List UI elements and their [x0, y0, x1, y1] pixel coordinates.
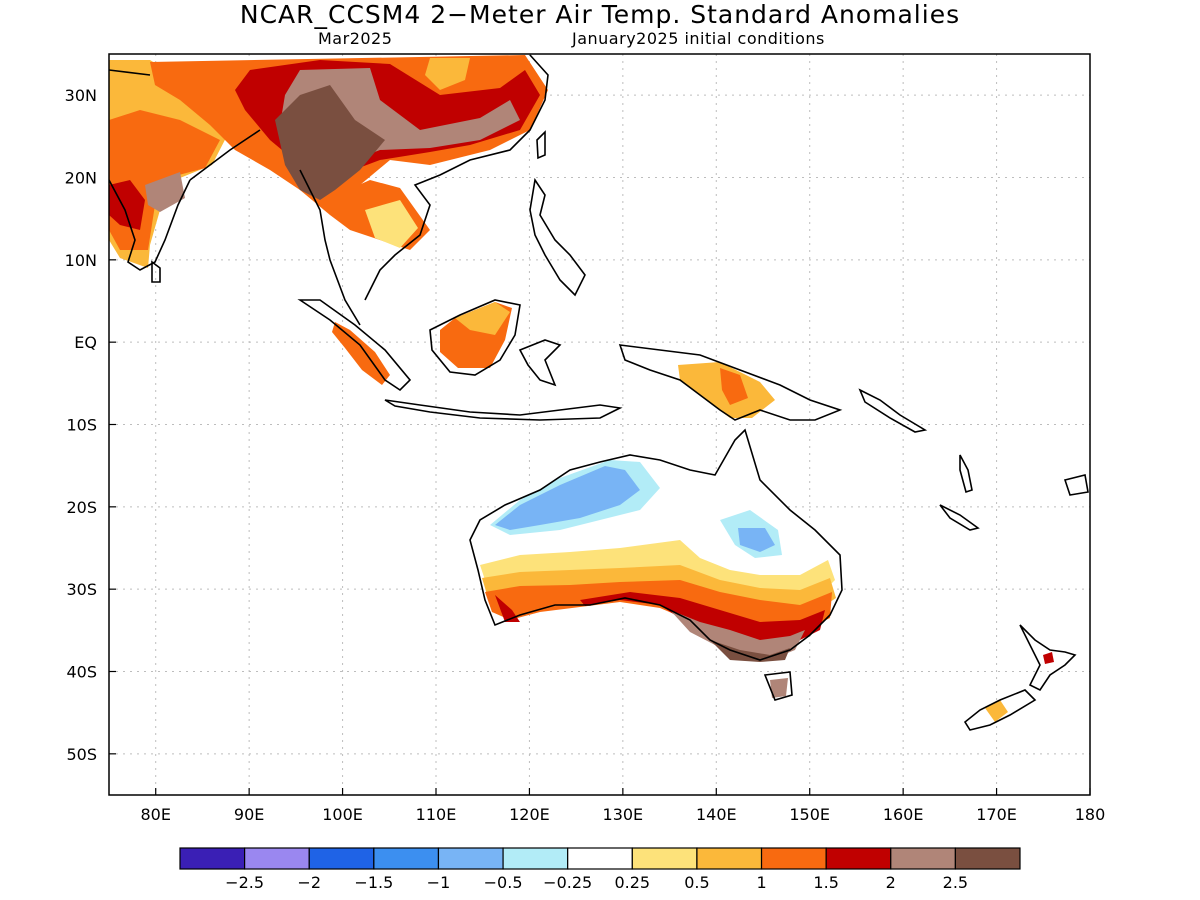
colorbar-swatch: [244, 847, 310, 870]
lat-tick-label: 20N: [65, 169, 97, 188]
colorbar-label: 1: [756, 873, 766, 892]
colorbar-swatch: [696, 847, 763, 870]
coastline-philippines: [529, 177, 586, 297]
colorbar-swatch: [825, 847, 892, 870]
lon-tick-label: 110E: [416, 805, 457, 824]
anomaly-region-australia-blue: [495, 466, 640, 530]
colorbar-swatch: [373, 847, 440, 870]
lon-tick-label: 90E: [234, 805, 264, 824]
coastline-borneo: [429, 299, 521, 376]
lon-tick-label: 100E: [322, 805, 363, 824]
colorbar-label: 2.5: [943, 873, 968, 892]
colorbar-label: −2: [297, 873, 321, 892]
colorbar-label: −1: [427, 873, 451, 892]
colorbar: −2.5 −2 −1.5 −1 −0.5 −0.25 0.25 0.5 1 1.5 2 2.5: [179, 847, 1021, 892]
coastlines: [109, 54, 1089, 731]
lon-tick-label: 130E: [603, 805, 644, 824]
anomaly-region-indochina-yellow: [365, 200, 418, 248]
anomaly-shading: [109, 55, 1054, 722]
colorbar-label: −0.5: [484, 873, 523, 892]
lat-tick-label: 50S: [66, 745, 97, 764]
lat-tick-label: EQ: [74, 333, 97, 352]
coastline-sulawesi: [518, 339, 562, 387]
colorbar-swatch: [437, 847, 504, 870]
lat-tick-label: 20S: [66, 498, 97, 517]
anomaly-region-india-brown: [145, 172, 185, 212]
coastline-sumatra: [297, 299, 412, 392]
lat-tick-label: 40S: [66, 663, 97, 682]
colorbar-swatch: [502, 847, 569, 870]
colorbar-swatch: [760, 847, 827, 870]
coastline-new-zealand-south: [963, 689, 1037, 731]
colorbar-swatch: [890, 847, 956, 870]
colorbar-label: −2.5: [225, 873, 264, 892]
colorbar-label: 0.5: [684, 873, 709, 892]
anomaly-region-china-darkbrown: [275, 85, 385, 200]
map-title: NCAR_CCSM4 2−Meter Air Temp. Standard An…: [239, 0, 961, 29]
lon-tick-label: 160E: [883, 805, 924, 824]
anomaly-region-sumatra: [332, 322, 390, 385]
colorbar-label: −0.25: [543, 873, 592, 892]
colorbar-label: 0.25: [614, 873, 650, 892]
coastline-new-guinea: [618, 344, 843, 421]
coastline-java: [384, 399, 623, 421]
anomaly-region-australia-east-blue2: [738, 528, 775, 552]
forecast-month-label: Mar2025: [318, 29, 393, 48]
coastline-tasmania: [763, 671, 793, 701]
coastline-taiwan: [536, 130, 546, 160]
coastline-sri-lanka: [151, 260, 161, 283]
coastline-fiji: [1063, 474, 1089, 496]
longitude-labels: 80E 90E 100E 110E 120E 130E 140E 150E 160E 170E 18…: [140, 805, 1105, 824]
plot-frame: [108, 53, 1091, 796]
lon-tick-label: 80E: [140, 805, 170, 824]
coastline-australia: [469, 428, 843, 661]
coastline-india: [109, 69, 191, 271]
coastline-new-zealand-north: [1019, 624, 1077, 692]
lat-tick-label: 10S: [66, 416, 97, 435]
lon-tick-label: 140E: [696, 805, 737, 824]
lat-tick-label: 10N: [65, 251, 97, 270]
colorbar-swatch: [308, 847, 375, 870]
colorbar-swatch: [954, 847, 1021, 870]
anomaly-region-tasmania: [770, 678, 788, 698]
lon-tick-label: 120E: [509, 805, 550, 824]
lon-tick-label: 170E: [976, 805, 1017, 824]
coastline-vanuatu: [959, 454, 973, 494]
anomaly-region-new-zealand-red: [1043, 652, 1054, 664]
coastline-indochina: [189, 54, 549, 326]
anomaly-region-china-light: [425, 58, 470, 90]
colorbar-label: −1.5: [354, 873, 393, 892]
colorbar-label: 2: [886, 873, 896, 892]
latitude-labels: 30N 20N 10N EQ 10S 20S 30S 40S 50S: [65, 86, 97, 764]
anomaly-region-australia-brown: [670, 610, 805, 660]
lat-tick-label: 30N: [65, 86, 97, 105]
anomaly-region-borneo-light: [455, 302, 510, 335]
lat-tick-label: 30S: [66, 580, 97, 599]
colorbar-label: 1.5: [813, 873, 838, 892]
coastline-solomon: [858, 388, 928, 433]
lon-tick-label: 150E: [789, 805, 830, 824]
colorbar-swatch: [567, 847, 633, 870]
anomaly-region-india-darkred: [109, 180, 145, 230]
colorbar-swatch: [631, 847, 698, 870]
lon-tick-label: 180: [1075, 805, 1106, 824]
coastline-new-caledonia: [939, 504, 980, 531]
colorbar-swatch: [179, 847, 246, 870]
anomaly-region-new-guinea-orange: [720, 368, 748, 405]
initial-conditions-label: January2025 initial conditions: [572, 29, 825, 48]
